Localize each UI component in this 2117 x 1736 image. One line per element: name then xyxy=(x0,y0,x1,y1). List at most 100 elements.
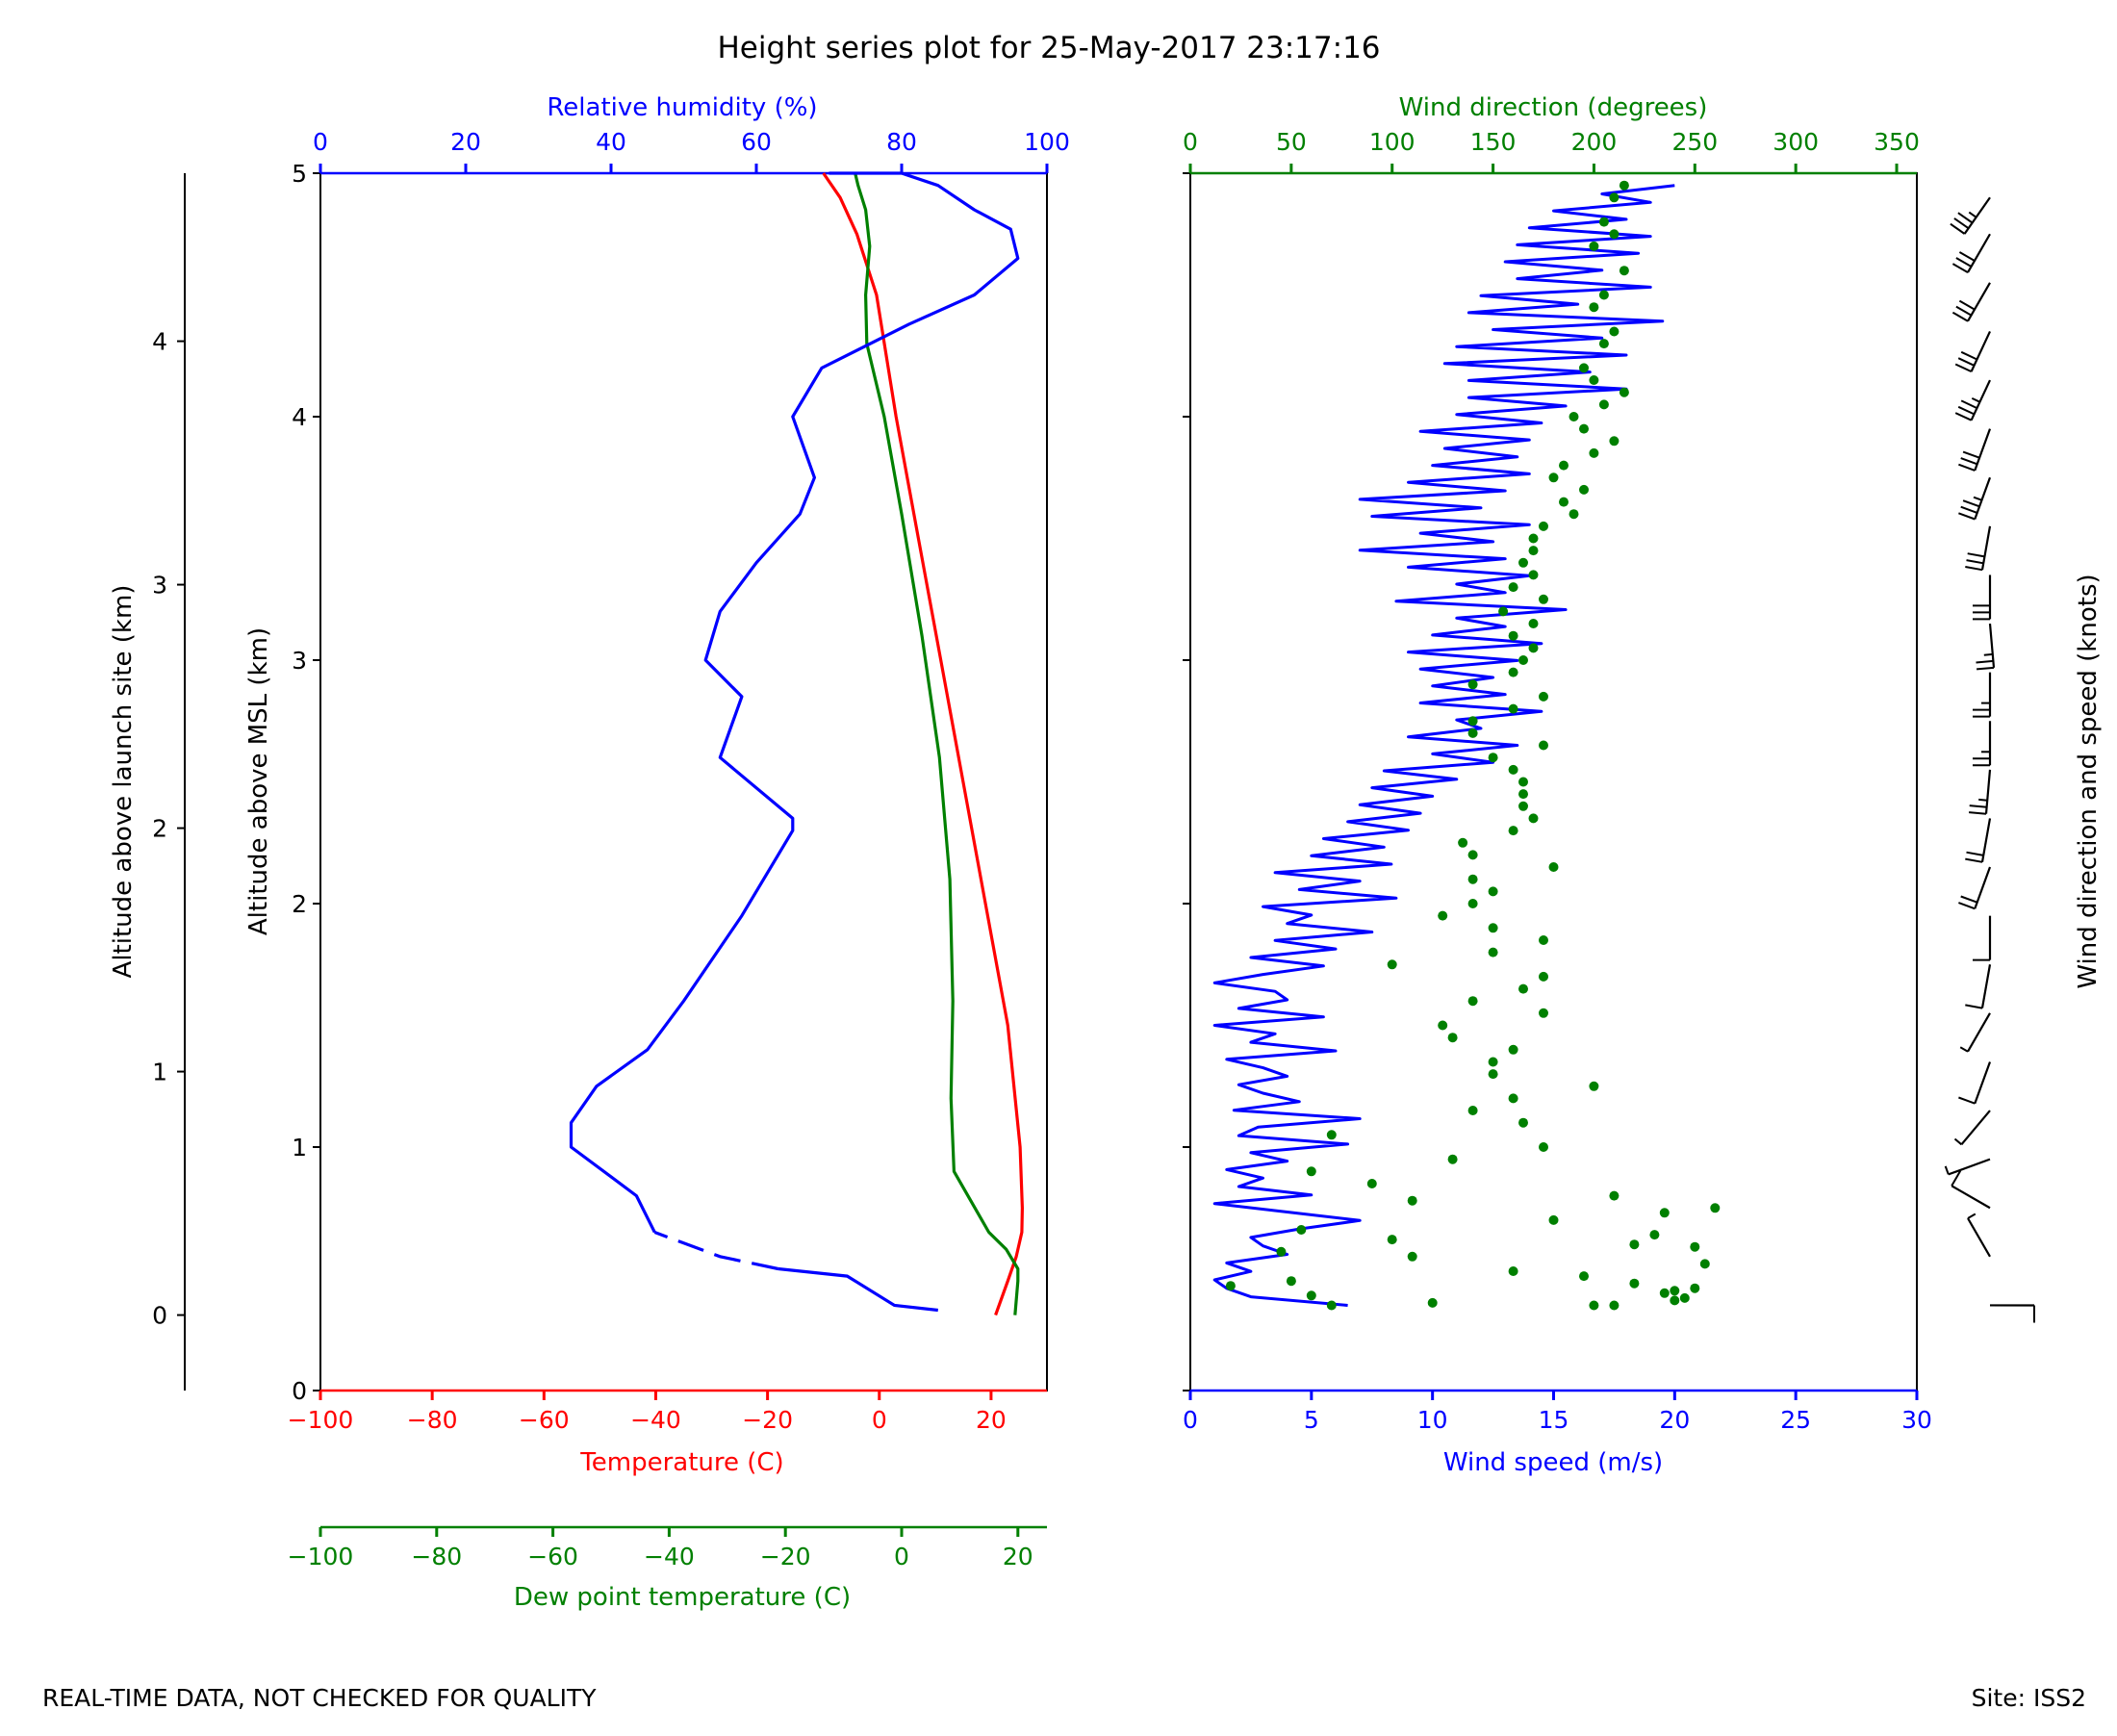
wind-direction-point xyxy=(1468,996,1478,1006)
wind-speed-tick-label: 25 xyxy=(1780,1406,1811,1434)
wind-direction-point xyxy=(1468,899,1478,908)
wind-direction-point xyxy=(1589,302,1598,312)
wind-direction-point xyxy=(1509,826,1518,835)
rh-tick-label: 0 xyxy=(313,128,328,156)
wind-direction-point xyxy=(1518,984,1528,994)
wind-direction-axis-label: Wind direction (degrees) xyxy=(1399,93,1708,122)
wind-direction-point xyxy=(1620,181,1629,191)
wind-direction-point xyxy=(1539,692,1548,702)
wind-direction-point xyxy=(1559,461,1569,471)
wind-direction-point xyxy=(1468,850,1478,859)
wind-direction-point xyxy=(1518,655,1528,665)
wind-direction-point xyxy=(1589,448,1598,458)
wind-barb xyxy=(1952,234,1990,272)
wind-direction-point xyxy=(1539,522,1548,531)
wind-direction-point xyxy=(1388,959,1397,969)
wind-direction-point xyxy=(1599,339,1609,348)
rh-line-lower xyxy=(778,1269,938,1311)
wind-direction-tick-label: 300 xyxy=(1773,128,1819,156)
wind-direction-point xyxy=(1649,1230,1659,1239)
wind-direction-point xyxy=(1367,1179,1377,1188)
wind-barb xyxy=(1955,331,1990,371)
dewpoint-tick-label: −80 xyxy=(411,1543,462,1570)
wind-direction-tick-label: 250 xyxy=(1671,128,1718,156)
wind-speed-tick-label: 20 xyxy=(1659,1406,1690,1434)
temperature-tick-label: 0 xyxy=(872,1406,887,1434)
wind-barb xyxy=(1955,1111,1991,1144)
wind-direction-point xyxy=(1458,838,1467,848)
wind-direction-point xyxy=(1589,375,1598,385)
wind-barb xyxy=(1977,624,1995,669)
wind-direction-point xyxy=(1468,1106,1478,1115)
wind-direction-point xyxy=(1509,582,1518,592)
wind-direction-tick-label: 350 xyxy=(1874,128,1920,156)
wind-direction-point xyxy=(1509,1266,1518,1276)
wind-direction-point xyxy=(1700,1259,1710,1268)
site-label: Site: ISS2 xyxy=(1972,1684,2086,1712)
wind-direction-point xyxy=(1569,412,1579,421)
dewpoint-tick-label: 20 xyxy=(1003,1543,1033,1570)
wind-direction-point xyxy=(1509,704,1518,714)
wind-direction-point xyxy=(1489,1058,1498,1067)
wind-direction-point xyxy=(1559,498,1569,507)
wind-direction-point xyxy=(1489,923,1498,932)
launch-tick-label: 0 xyxy=(152,1302,167,1330)
rh-tick-label: 20 xyxy=(450,128,481,156)
launch-tick-label: 2 xyxy=(152,815,167,843)
wind-barb xyxy=(1965,818,1990,861)
wind-direction-point xyxy=(1448,1033,1458,1042)
wind-direction-point xyxy=(1539,595,1548,604)
wind-speed-tick-label: 5 xyxy=(1304,1406,1319,1434)
dewpoint-tick-label: −60 xyxy=(527,1543,578,1570)
msl-tick-label: 2 xyxy=(292,890,307,918)
wind-direction-point xyxy=(1307,1290,1316,1300)
wind-plot-frame xyxy=(1190,173,1917,1391)
wind-direction-point xyxy=(1549,472,1559,482)
temperature-line xyxy=(824,173,1023,1315)
wind-direction-point xyxy=(1609,1301,1619,1311)
wind-direction-point xyxy=(1509,1093,1518,1103)
wind-speed-tick-label: 30 xyxy=(1901,1406,1932,1434)
wind-direction-point xyxy=(1710,1203,1720,1213)
wind-direction-point xyxy=(1489,753,1498,762)
wind-direction-tick-label: 100 xyxy=(1369,128,1416,156)
wind-direction-point xyxy=(1579,1271,1589,1281)
wind-direction-point xyxy=(1518,778,1528,787)
wind-direction-point xyxy=(1579,424,1589,434)
wind-direction-point xyxy=(1670,1286,1679,1295)
wind-direction-point xyxy=(1509,668,1518,677)
dewpoint-tick-label: 0 xyxy=(894,1543,909,1570)
wind-barb xyxy=(1969,770,1990,814)
wind-direction-point xyxy=(1307,1166,1316,1176)
wind-barb xyxy=(1955,380,1990,421)
msl-tick-label: 5 xyxy=(292,160,307,188)
wind-direction-point xyxy=(1609,192,1619,202)
rh-tick-label: 100 xyxy=(1024,128,1070,156)
wind-direction-tick-label: 200 xyxy=(1571,128,1618,156)
wind-direction-point xyxy=(1579,363,1589,372)
rh-tick-label: 40 xyxy=(596,128,626,156)
wind-speed-tick-label: 0 xyxy=(1183,1406,1198,1434)
launch-axis-label: Altitude above launch site (km) xyxy=(109,585,138,979)
wind-direction-point xyxy=(1599,291,1609,300)
msl-tick-label: 1 xyxy=(292,1134,307,1162)
wind-barb xyxy=(1946,1160,1990,1175)
wind-direction-point xyxy=(1690,1284,1699,1293)
wind-direction-point xyxy=(1609,436,1619,446)
wind-direction-point xyxy=(1489,948,1498,957)
wind-barb xyxy=(1973,574,1990,619)
wind-speed-tick-label: 10 xyxy=(1417,1406,1448,1434)
wind-direction-point xyxy=(1296,1225,1306,1235)
wind-direction-point xyxy=(1529,570,1539,579)
wind-direction-point xyxy=(1408,1252,1417,1262)
wind-speed-tick-label: 15 xyxy=(1539,1406,1569,1434)
wind-direction-point xyxy=(1539,935,1548,945)
wind-direction-point xyxy=(1690,1242,1699,1252)
wind-direction-point xyxy=(1489,886,1498,896)
wind-direction-point xyxy=(1468,728,1478,738)
wind-direction-point xyxy=(1468,716,1478,726)
wind-direction-point xyxy=(1327,1130,1337,1139)
